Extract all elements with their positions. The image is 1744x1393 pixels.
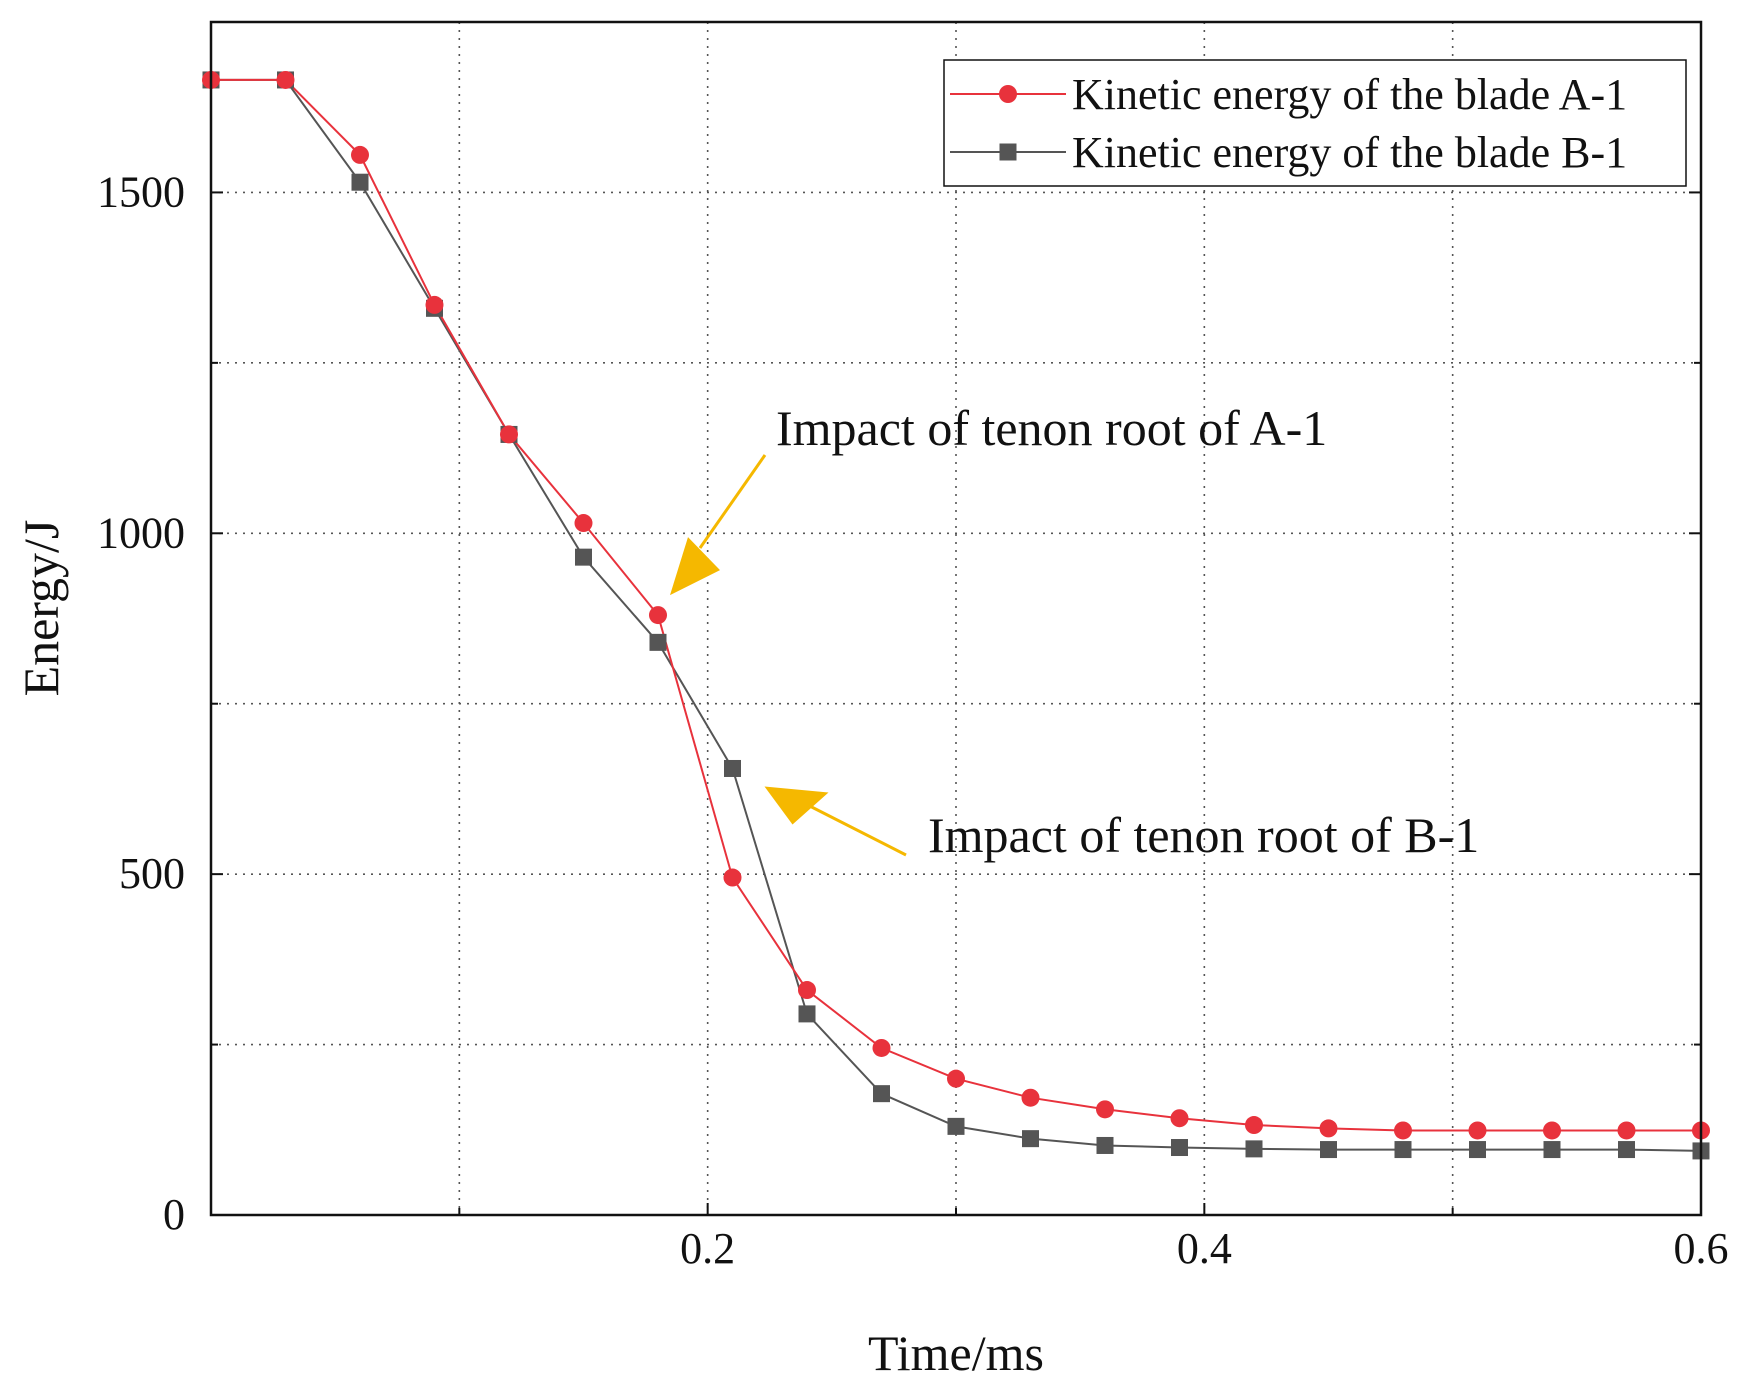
data-point-a1 (723, 868, 742, 887)
data-point-b1 (1320, 1141, 1337, 1159)
x-tick-label: 0.2 (680, 1224, 735, 1273)
data-point-b1 (1096, 1136, 1114, 1154)
data-point-b1 (1171, 1139, 1188, 1157)
annotation-text-a1: Impact of tenon root of A-1 (776, 400, 1327, 456)
y-axis-label: Energy/J (13, 520, 69, 697)
data-point-a1 (1021, 1088, 1040, 1107)
data-point-b1 (1394, 1141, 1412, 1159)
data-point-a1 (1319, 1119, 1338, 1138)
series-layer (202, 70, 1710, 1160)
data-point-a1 (947, 1069, 965, 1088)
data-point-a1 (1394, 1121, 1412, 1140)
data-point-a1 (1245, 1116, 1263, 1135)
legend-marker-a1 (999, 85, 1017, 103)
legend-label-a1: Kinetic energy of the blade A-1 (1072, 70, 1627, 119)
annotation-arrowhead-b1 (764, 786, 829, 825)
x-tick-label: 0.4 (1177, 1224, 1232, 1273)
data-point-a1 (1468, 1121, 1487, 1140)
data-point-a1 (1170, 1109, 1189, 1128)
tick-layer: 0.2 0.4 0.6 0 500 1000 1500 (97, 167, 1729, 1273)
x-axis-label: Time/ms (868, 1325, 1044, 1381)
annotation-layer: Impact of tenon root of A-1 Impact of ten… (670, 400, 1479, 863)
annotation-arrowhead-a1 (670, 537, 720, 596)
data-point-a1 (1617, 1121, 1636, 1140)
y-tick-label: 0 (163, 1190, 185, 1239)
data-point-a1 (574, 514, 593, 533)
data-point-b1 (724, 759, 741, 777)
data-point-a1 (276, 70, 295, 89)
annotation-text-b1: Impact of tenon root of B-1 (928, 807, 1479, 863)
data-point-b1 (1618, 1141, 1635, 1159)
data-point-b1 (1022, 1130, 1039, 1148)
x-tick-label: 0.6 (1674, 1224, 1729, 1273)
data-point-b1 (575, 548, 592, 566)
data-point-b1 (798, 1005, 816, 1023)
data-point-a1 (872, 1038, 891, 1057)
data-point-a1 (798, 981, 816, 1000)
y-tick-label: 1500 (97, 167, 185, 216)
data-point-a1 (1543, 1121, 1561, 1140)
y-tick-label: 1000 (97, 508, 185, 557)
legend-box (943, 59, 1687, 187)
data-point-b1 (873, 1085, 890, 1103)
data-point-a1 (649, 606, 667, 625)
data-point-b1 (1469, 1141, 1486, 1159)
legend-label-b1: Kinetic energy of the blade B-1 (1072, 128, 1627, 177)
data-point-a1 (351, 145, 369, 164)
grid-layer (211, 22, 1701, 1215)
data-point-b1 (351, 173, 369, 191)
legend: Kinetic energy of the blade A-1 Kinetic e… (943, 59, 1687, 187)
data-point-b1 (1245, 1140, 1263, 1158)
data-point-a1 (1096, 1100, 1114, 1119)
data-point-b1 (947, 1117, 965, 1135)
legend-marker-b1 (999, 143, 1017, 161)
data-point-a1 (425, 295, 444, 314)
data-point-b1 (649, 633, 667, 651)
data-point-a1 (500, 425, 518, 444)
data-point-b1 (1543, 1141, 1561, 1159)
annotation-leader-a1 (698, 454, 767, 549)
y-tick-label: 500 (119, 849, 185, 898)
